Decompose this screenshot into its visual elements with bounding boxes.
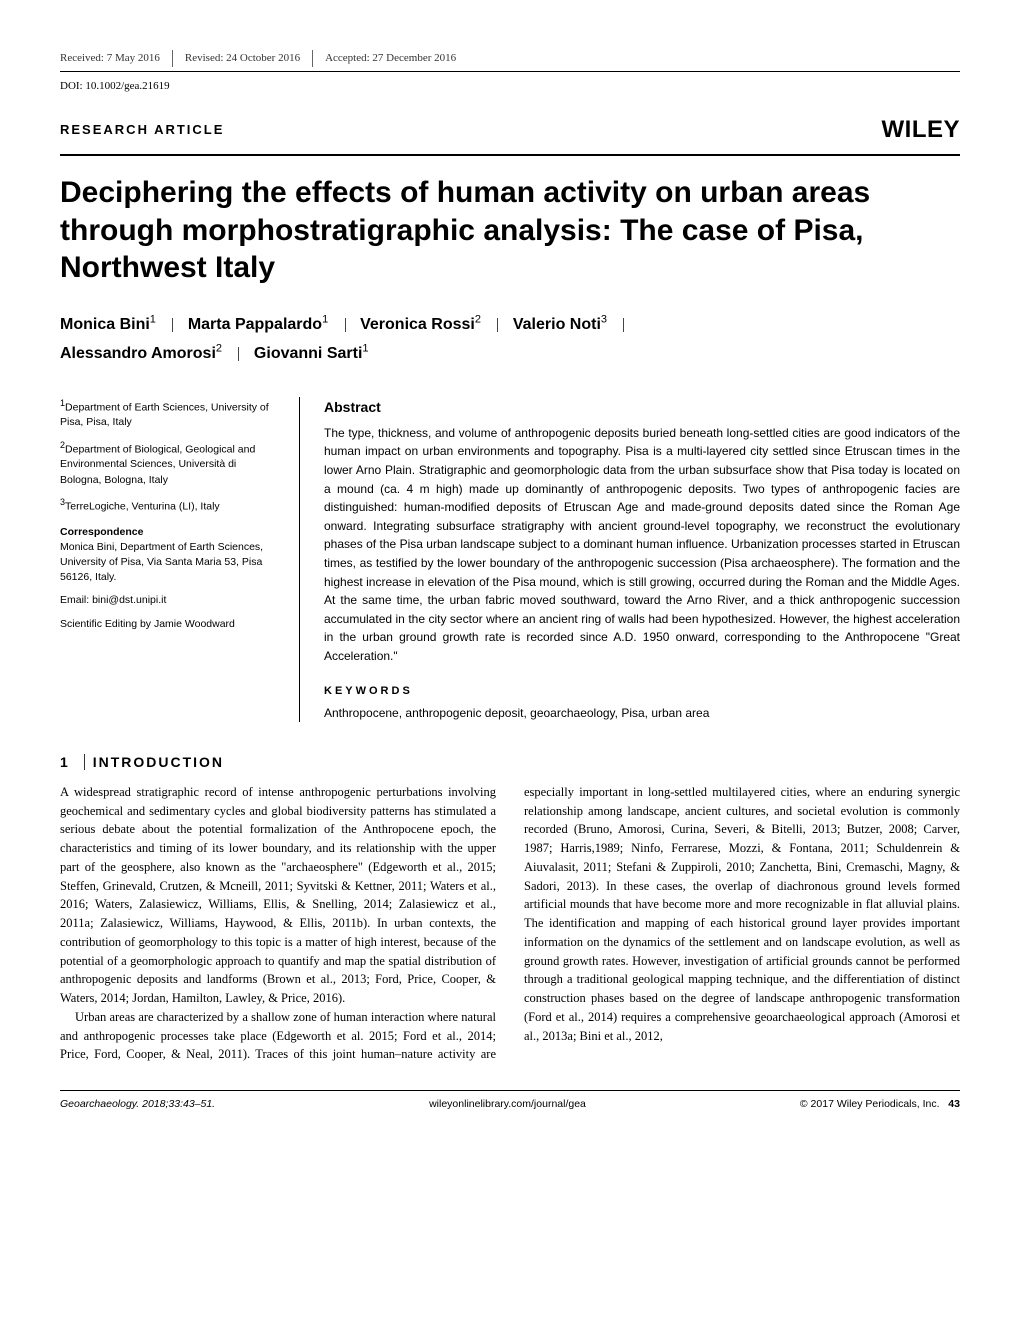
article-type: RESEARCH ARTICLE [60,120,224,140]
keywords-list: Anthropocene, anthropogenic deposit, geo… [324,704,960,722]
affiliation: 3TerreLogiche, Venturina (LI), Italy [60,496,279,515]
author: Giovanni Sarti1 [254,345,369,362]
body-text: A widespread stratigraphic record of int… [60,783,960,1064]
publisher-logo: WILEY [882,112,961,148]
author-divider [623,318,624,332]
revised-date: Revised: 24 October 2016 [172,50,300,67]
para: A widespread stratigraphic record of int… [60,783,496,1008]
affiliation-abstract-row: 1Department of Earth Sciences, Universit… [60,397,960,722]
received-revised-accepted: Received: 7 May 2016 Revised: 24 October… [60,50,960,72]
article-type-row: RESEARCH ARTICLE WILEY [60,112,960,156]
journal-citation: Geoarchaeology. 2018;33:43–51. [60,1097,215,1113]
author: Marta Pappalardo1 [188,316,328,333]
received-date: Received: 7 May 2016 [60,50,160,67]
abstract-heading: Abstract [324,397,960,418]
section-title: INTRODUCTION [84,754,224,770]
author-divider [238,347,239,361]
article-title: Deciphering the effects of human activit… [60,174,960,287]
section-heading: 1 INTRODUCTION [60,752,960,773]
page-footer: Geoarchaeology. 2018;33:43–51. wileyonli… [60,1090,960,1113]
affiliations-block: 1Department of Earth Sciences, Universit… [60,397,300,722]
section-number: 1 [60,754,70,770]
author-divider [172,318,173,332]
page-number: 43 [948,1098,960,1110]
affiliation: 1Department of Earth Sciences, Universit… [60,397,279,431]
correspondence-email: Email: bini@dst.unipi.it [60,593,279,608]
author: Alessandro Amorosi2 [60,345,222,362]
correspondence-body: Monica Bini, Department of Earth Science… [60,540,279,586]
author: Veronica Rossi2 [360,316,481,333]
author-divider [345,318,346,332]
correspondence-head: Correspondence [60,525,279,540]
abstract-text: The type, thickness, and volume of anthr… [324,424,960,666]
author-divider [497,318,498,332]
journal-url: wileyonlinelibrary.com/journal/gea [429,1097,586,1113]
abstract-block: Abstract The type, thickness, and volume… [300,397,960,722]
author-list: Monica Bini1 Marta Pappalardo1 Veronica … [60,311,960,369]
affiliation: 2Department of Biological, Geological an… [60,439,279,488]
author: Valerio Noti3 [513,316,607,333]
doi: DOI: 10.1002/gea.21619 [60,78,960,95]
accepted-date: Accepted: 27 December 2016 [312,50,456,67]
scientific-editing: Scientific Editing by Jamie Woodward [60,617,279,632]
copyright-page: © 2017 Wiley Periodicals, Inc. 43 [800,1097,960,1113]
author: Monica Bini1 [60,316,156,333]
keywords-heading: KEYWORDS [324,683,960,700]
